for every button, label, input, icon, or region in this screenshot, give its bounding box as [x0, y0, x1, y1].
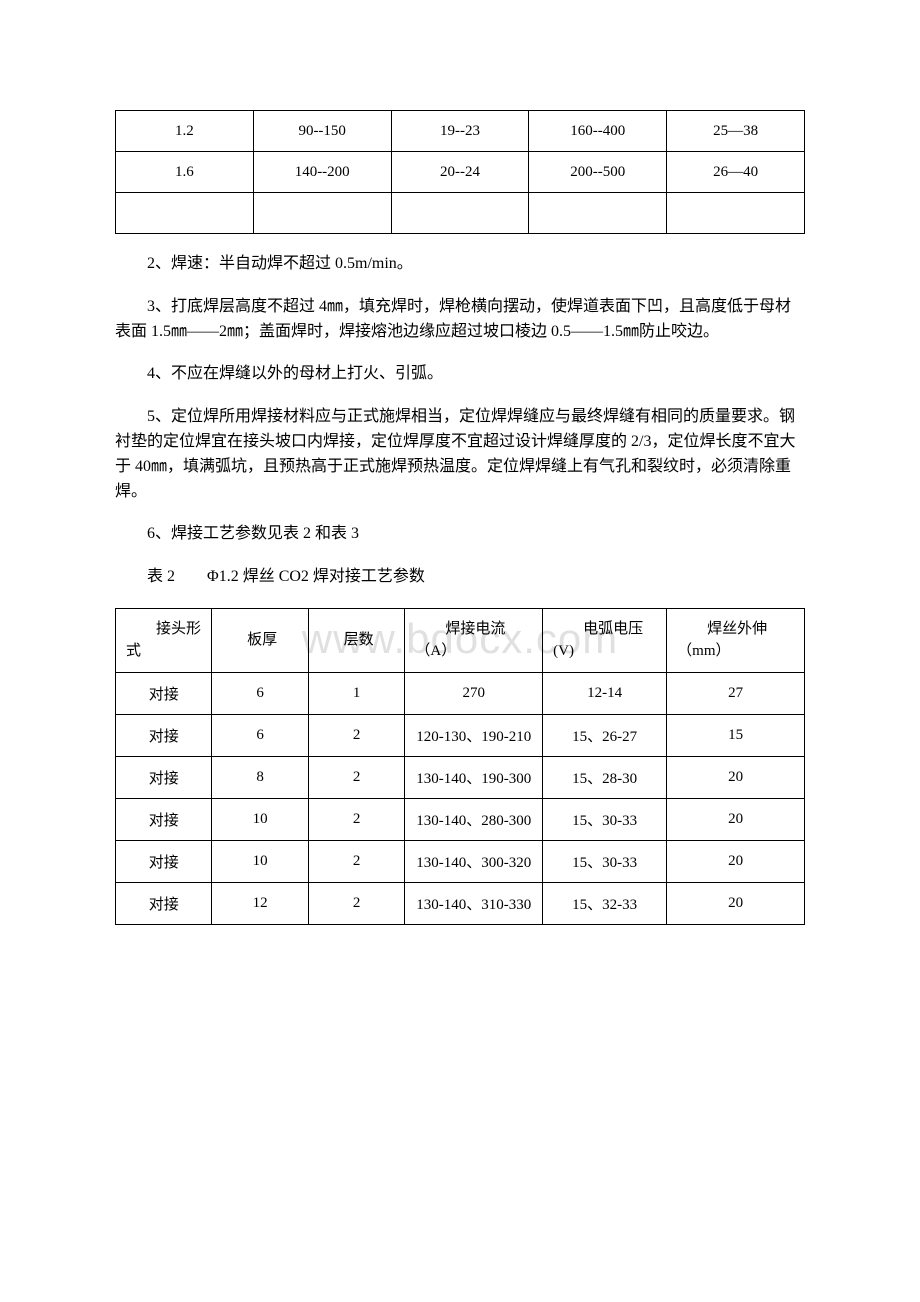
parameter-table-1: 1.2 90--150 19--23 160--400 25—38 1.6 14… — [115, 110, 805, 234]
cell-layers: 1 — [308, 673, 404, 715]
cell-ext: 27 — [667, 673, 805, 715]
cell-ext: 15 — [667, 715, 805, 757]
cell-ext: 20 — [667, 757, 805, 799]
table-row: 对接 10 2 130-140、300-320 15、30-33 20 — [116, 841, 805, 883]
paragraph-3: 3、打底焊层高度不超过 4㎜，填充焊时，焊枪横向摆动，使焊道表面下凹，且高度低于… — [115, 295, 805, 345]
cell-layers: 2 — [308, 883, 404, 925]
header-voltage: 电弧电压(V) — [543, 608, 667, 673]
cell — [529, 193, 667, 234]
header-thickness: 板厚 — [212, 608, 308, 673]
cell: 26—40 — [667, 152, 805, 193]
cell-joint: 对接 — [116, 673, 212, 715]
cell-current: 270 — [405, 673, 543, 715]
cell: 1.6 — [116, 152, 254, 193]
table-header-row: 接头形式 板厚 层数 焊接电流（A） 电弧电压(V) 焊丝外伸（mm） — [116, 608, 805, 673]
table-row: 对接 12 2 130-140、310-330 15、32-33 20 — [116, 883, 805, 925]
cell-thickness: 6 — [212, 673, 308, 715]
parameter-table-2: 接头形式 板厚 层数 焊接电流（A） 电弧电压(V) 焊丝外伸（mm） 对接 6… — [115, 608, 805, 926]
cell-joint: 对接 — [116, 883, 212, 925]
cell-current: 120-130、190-210 — [405, 715, 543, 757]
cell: 200--500 — [529, 152, 667, 193]
table-row: 1.6 140--200 20--24 200--500 26—40 — [116, 152, 805, 193]
cell-thickness: 8 — [212, 757, 308, 799]
cell-ext: 20 — [667, 841, 805, 883]
cell-current: 130-140、300-320 — [405, 841, 543, 883]
cell-current: 130-140、280-300 — [405, 799, 543, 841]
cell: 1.2 — [116, 111, 254, 152]
table-row: 对接 8 2 130-140、190-300 15、28-30 20 — [116, 757, 805, 799]
cell: 140--200 — [253, 152, 391, 193]
paragraph-2: 2、焊速：半自动焊不超过 0.5m/min。 — [115, 252, 805, 277]
cell-thickness: 10 — [212, 799, 308, 841]
table-row: 对接 6 1 270 12-14 27 — [116, 673, 805, 715]
cell-joint: 对接 — [116, 841, 212, 883]
cell — [667, 193, 805, 234]
cell-joint: 对接 — [116, 757, 212, 799]
header-extension: 焊丝外伸（mm） — [667, 608, 805, 673]
table-row: 对接 6 2 120-130、190-210 15、26-27 15 — [116, 715, 805, 757]
paragraph-6: 6、焊接工艺参数见表 2 和表 3 — [115, 522, 805, 547]
table2-caption: 表 2 Φ1.2 焊丝 CO2 焊对接工艺参数 — [115, 565, 805, 590]
cell-joint: 对接 — [116, 799, 212, 841]
cell: 90--150 — [253, 111, 391, 152]
header-joint-type: 接头形式 — [116, 608, 212, 673]
paragraph-4: 4、不应在焊缝以外的母材上打火、引弧。 — [115, 362, 805, 387]
cell-voltage: 12-14 — [543, 673, 667, 715]
cell-ext: 20 — [667, 799, 805, 841]
cell: 25—38 — [667, 111, 805, 152]
cell — [391, 193, 529, 234]
cell — [253, 193, 391, 234]
cell-layers: 2 — [308, 799, 404, 841]
cell-current: 130-140、310-330 — [405, 883, 543, 925]
cell-thickness: 12 — [212, 883, 308, 925]
cell-voltage: 15、28-30 — [543, 757, 667, 799]
cell: 20--24 — [391, 152, 529, 193]
cell-ext: 20 — [667, 883, 805, 925]
cell — [116, 193, 254, 234]
cell-layers: 2 — [308, 841, 404, 883]
cell-current: 130-140、190-300 — [405, 757, 543, 799]
cell-layers: 2 — [308, 715, 404, 757]
cell-joint: 对接 — [116, 715, 212, 757]
table-row — [116, 193, 805, 234]
header-current: 焊接电流（A） — [405, 608, 543, 673]
cell-thickness: 6 — [212, 715, 308, 757]
cell-voltage: 15、30-33 — [543, 799, 667, 841]
header-layers: 层数 — [308, 608, 404, 673]
cell: 160--400 — [529, 111, 667, 152]
table-row: 1.2 90--150 19--23 160--400 25—38 — [116, 111, 805, 152]
cell-voltage: 15、30-33 — [543, 841, 667, 883]
paragraph-5: 5、定位焊所用焊接材料应与正式施焊相当，定位焊焊缝应与最终焊缝有相同的质量要求。… — [115, 405, 805, 504]
cell-voltage: 15、26-27 — [543, 715, 667, 757]
cell: 19--23 — [391, 111, 529, 152]
cell-thickness: 10 — [212, 841, 308, 883]
table-row: 对接 10 2 130-140、280-300 15、30-33 20 — [116, 799, 805, 841]
cell-layers: 2 — [308, 757, 404, 799]
cell-voltage: 15、32-33 — [543, 883, 667, 925]
